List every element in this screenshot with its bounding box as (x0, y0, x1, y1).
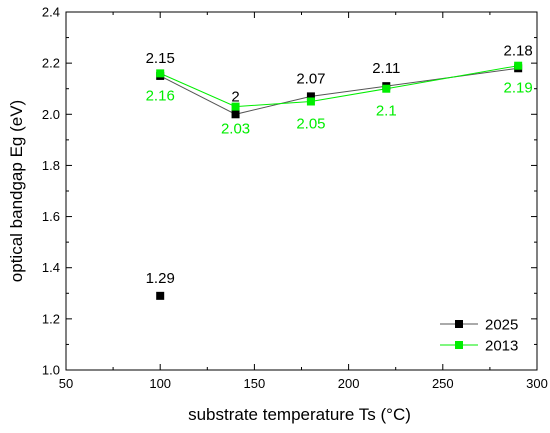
data-label-2025: 2.07 (296, 70, 325, 87)
x-axis-ticks: 50 100 150 200 250 300 (59, 12, 548, 391)
data-point-2025 (306, 92, 315, 101)
data-point-2013 (156, 69, 165, 78)
x-tick-label: 150 (244, 376, 266, 391)
data-label-2025: 2.15 (146, 50, 175, 67)
y-axis-title: optical bandgap Eg (eV) (7, 100, 26, 282)
legend-label-2013: 2013 (485, 338, 518, 355)
data-label-2025: 2.18 (504, 42, 533, 59)
data-point-2013 (306, 97, 315, 106)
plot-frame (65, 11, 538, 371)
legend-marker-2013 (455, 341, 463, 349)
series-points (156, 61, 523, 300)
series-lines (159, 65, 519, 115)
y-tick-label: 1.4 (42, 260, 60, 275)
y-tick-label: 1.6 (42, 209, 60, 224)
x-tick-label: 100 (149, 376, 171, 391)
x-tick-label: 300 (526, 376, 548, 391)
legend-marker-2025 (455, 320, 463, 328)
y-tick-label: 1.2 (42, 311, 60, 326)
data-point-2013 (231, 102, 240, 111)
y-tick-label: 2.0 (42, 107, 60, 122)
data-labels: 1.29 2.15 2 2.07 2.11 2.18 2.16 2.03 2.05 2.1 2.19 (146, 42, 533, 287)
data-point-2013 (382, 84, 391, 93)
data-label-2013: 2.19 (504, 80, 533, 97)
y-axis-ticks: 1.0 1.2 1.4 1.6 1.8 2.0 2.2 2.4 (42, 5, 537, 378)
data-label-2013: 2.1 (376, 103, 397, 120)
legend: 2025 2013 (440, 317, 518, 355)
x-tick-label: 250 (432, 376, 454, 391)
data-label-2013: 2.05 (296, 116, 325, 133)
y-tick-label: 1.8 (42, 158, 60, 173)
data-label-2025: 2 (231, 88, 239, 105)
data-label-2013: 2.03 (221, 121, 250, 138)
data-point-2013 (514, 61, 523, 70)
x-axis-title: substrate temperature Ts (°C) (188, 405, 411, 424)
data-point-2025 (231, 110, 240, 119)
y-tick-label: 1.0 (42, 363, 60, 378)
series-line-2013 (159, 65, 519, 108)
x-tick-label: 50 (59, 376, 73, 391)
plot-area (65, 11, 538, 371)
legend-label-2025: 2025 (485, 317, 518, 334)
data-label-2013: 2.16 (146, 87, 175, 104)
data-point-2025 (156, 291, 165, 300)
x-tick-label: 200 (338, 376, 360, 391)
data-label-2025: 2.11 (372, 60, 400, 77)
data-label-2025: 1.29 (146, 270, 175, 287)
y-tick-label: 2.2 (42, 56, 60, 71)
y-tick-label: 2.4 (42, 5, 60, 20)
